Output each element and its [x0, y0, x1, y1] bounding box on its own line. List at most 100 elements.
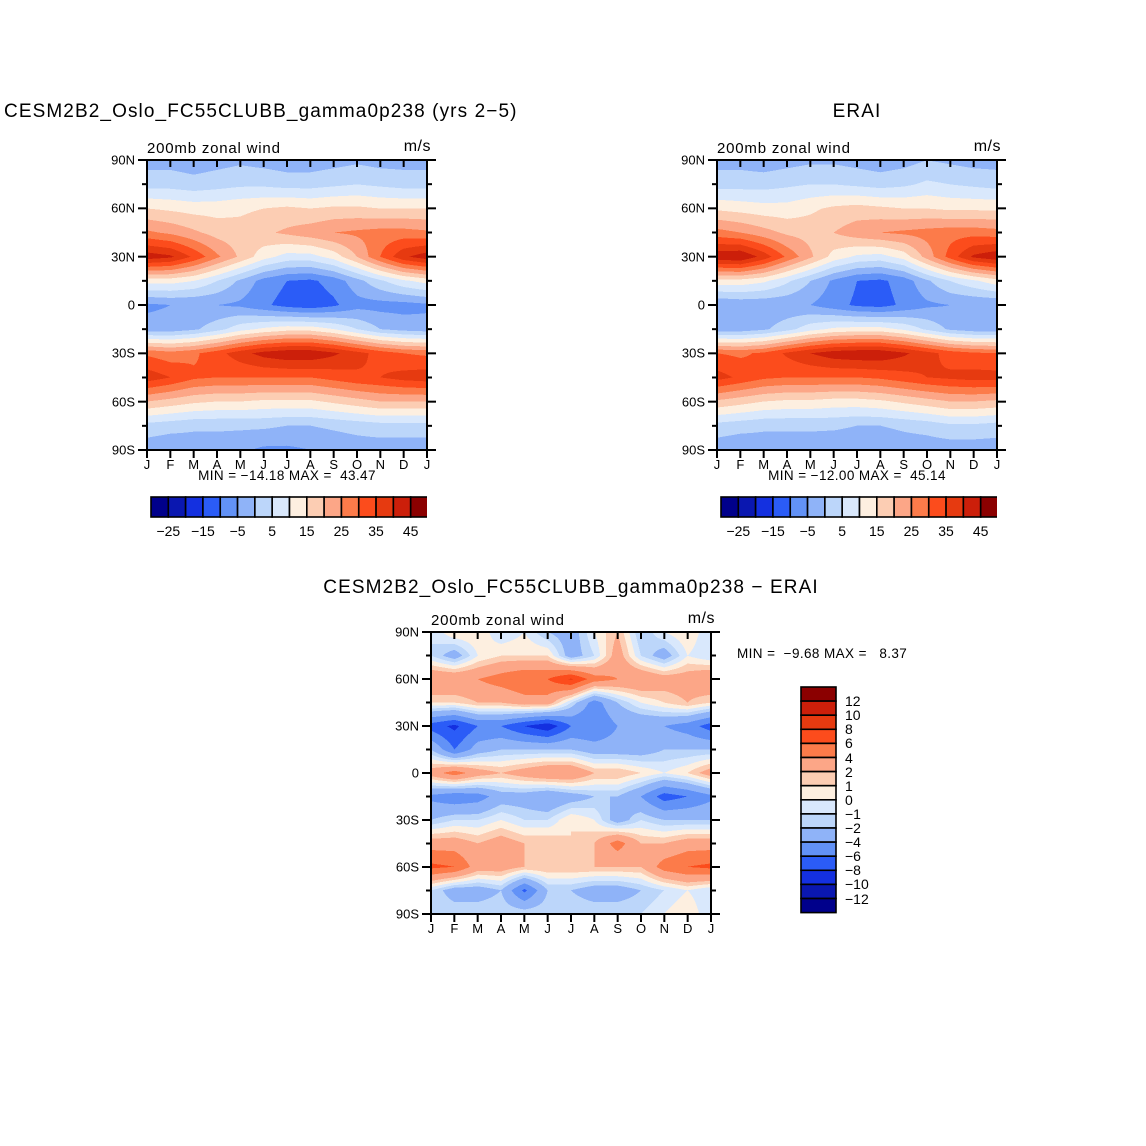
colorbar-tick-label: 0 [845, 791, 853, 808]
x-tick-label: N [375, 457, 386, 472]
colorbar-tick-label: −5 [229, 523, 246, 539]
colorbar-tick-label: 1 [845, 777, 853, 794]
y-tick-label: 90N [395, 624, 419, 640]
units-label: m/s [973, 138, 1001, 155]
x-tick-label: S [613, 921, 622, 936]
colorbar-tick-label: 15 [299, 523, 315, 539]
colorbar-tick-label: −15 [191, 523, 215, 539]
x-tick-label: J [283, 457, 291, 472]
x-tick-label: J [853, 457, 861, 472]
panel-title: CESM2B2_Oslo_FC55CLUBB_gamma0p238 (yrs 2… [4, 101, 518, 122]
x-tick-label: M [518, 921, 530, 936]
contour-field [717, 160, 997, 450]
colorbar: −25 −15 −5 5 15 25 35 45 [147, 495, 429, 545]
x-tick-label: J [423, 457, 431, 472]
x-tick-label: D [968, 457, 979, 472]
colorbar-tick-label: −10 [845, 876, 869, 893]
y-tick-label: 90N [111, 152, 135, 168]
x-tick-label: J [713, 457, 721, 472]
units-label: m/s [403, 138, 431, 155]
plot-subtitle: 200mb zonal wind [717, 140, 851, 157]
colorbar-tick-label: −15 [761, 523, 785, 539]
x-tick-label: J [707, 921, 715, 936]
y-tick-label: 60N [111, 200, 135, 216]
x-tick-label: M [234, 457, 246, 472]
plot-axes [708, 159, 1006, 458]
y-tick-label: 60N [395, 671, 419, 687]
x-tick-label: J [567, 921, 575, 936]
minmax-label: MIN = −12.00 MAX = 45.14 [768, 468, 946, 483]
x-tick-label: A [212, 457, 222, 472]
colorbar-tick-label: 25 [333, 523, 350, 539]
y-tick-label: 0 [411, 765, 419, 781]
x-tick-label: M [188, 457, 200, 472]
panel-title: ERAI [832, 101, 882, 122]
x-tick-label: F [736, 457, 745, 472]
y-axis-tick-labels: 90N 60N 30N 0 30S 60S 90S [395, 625, 711, 922]
colorbar-tick-label: 4 [845, 749, 853, 766]
x-tick-label: J [830, 457, 837, 472]
colorbar-tick-label: 8 [845, 721, 853, 738]
colorbar-tick-label: 2 [845, 763, 853, 780]
colorbar-tick-label: 25 [903, 523, 920, 539]
x-tick-label: F [166, 457, 175, 472]
y-axis-tick-labels: 90N 60N 30N 0 30S 60S 90S [111, 153, 427, 458]
y-tick-label: 90N [681, 152, 705, 168]
plot-subtitle: 200mb zonal wind [147, 140, 281, 157]
y-tick-label: 60S [395, 859, 419, 875]
contour-field [147, 160, 427, 450]
colorbar-tick-label: −12 [845, 890, 869, 907]
y-tick-label: 30S [111, 345, 135, 361]
x-tick-label: J [993, 457, 1001, 472]
colorbar-tick-label: 35 [938, 523, 954, 539]
plot-axes [422, 631, 720, 922]
colorbar-tick-label: −6 [845, 848, 861, 865]
x-tick-label: N [659, 921, 670, 936]
colorbar-tick-label: −4 [845, 834, 861, 851]
plot-axes [138, 159, 436, 458]
x-tick-label: O [921, 457, 933, 472]
colorbar-tick-label: 35 [368, 523, 384, 539]
y-axis-tick-labels: 90N 60N 30N 0 30S 60S 90S [681, 153, 997, 458]
colorbar-tick-label: 6 [845, 735, 853, 752]
y-tick-label: 30S [681, 345, 705, 361]
x-tick-label: F [450, 921, 459, 936]
x-tick-label: S [329, 457, 338, 472]
x-tick-label: O [351, 457, 363, 472]
y-tick-label: 90S [681, 442, 705, 458]
x-tick-label: D [398, 457, 409, 472]
y-tick-label: 30S [395, 812, 419, 828]
colorbar-tick-label: 10 [845, 707, 861, 724]
plot-subtitle: 200mb zonal wind [431, 612, 565, 629]
colorbar-tick-label: −25 [726, 523, 751, 539]
y-tick-label: 0 [127, 297, 135, 313]
colorbar: −25 −15 −5 5 15 25 35 45 [717, 495, 999, 545]
x-tick-label: M [804, 457, 816, 472]
y-tick-label: 60S [111, 394, 135, 410]
y-tick-label: 30N [395, 718, 419, 734]
colorbar-tick-label: −2 [845, 820, 861, 836]
units-label: m/s [687, 610, 715, 627]
colorbar-swatches [800, 686, 837, 914]
x-tick-label: J [143, 457, 151, 472]
x-tick-label: J [260, 457, 267, 472]
x-tick-label: N [945, 457, 956, 472]
y-tick-label: 60N [681, 200, 705, 216]
colorbar-tick-label: −1 [845, 805, 861, 822]
x-tick-label: J [427, 921, 435, 936]
colorbar-tick-label: 15 [869, 523, 885, 539]
y-tick-label: 60S [681, 394, 705, 410]
y-tick-label: 90S [111, 442, 135, 458]
x-tick-label: J [544, 921, 551, 936]
panel-title: CESM2B2_Oslo_FC55CLUBB_gamma0p238 − ERAI [323, 577, 819, 598]
minmax-label: MIN = −9.68 MAX = 8.37 [737, 646, 908, 661]
x-tick-label: A [496, 921, 506, 936]
colorbar-tick-label: 45 [972, 523, 989, 539]
x-tick-label: O [635, 921, 647, 936]
